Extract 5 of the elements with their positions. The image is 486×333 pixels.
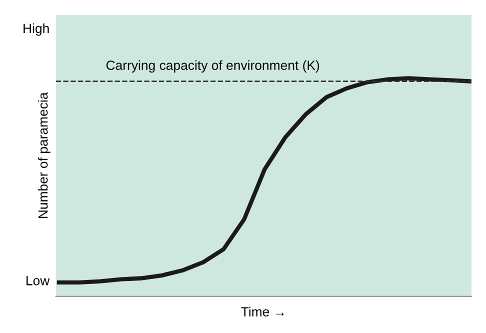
y-axis-title: Number of paramecia: [38, 92, 50, 218]
text: Low: [26, 276, 50, 286]
ref-line-label: Carrying capacity of environment (K): [106, 60, 320, 73]
text: High: [24, 23, 49, 36]
x-axis-title: Time →: [241, 306, 284, 316]
